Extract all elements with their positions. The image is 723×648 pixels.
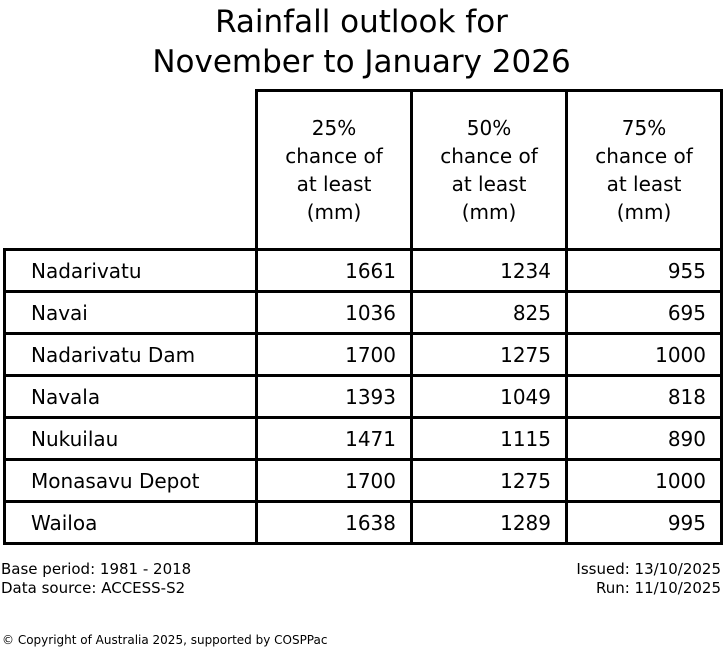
station-name: Wailoa xyxy=(3,500,258,545)
value-50pct: 825 xyxy=(410,290,568,335)
table-row: Navala 1393 1049 818 xyxy=(3,374,723,419)
value-75pct: 995 xyxy=(565,500,723,545)
footnotes: Base period: 1981 - 2018 Data source: AC… xyxy=(1,560,721,597)
value-50pct: 1234 xyxy=(410,248,568,293)
value-50pct: 1275 xyxy=(410,458,568,503)
copyright-notice: © Copyright of Australia 2025, supported… xyxy=(2,633,328,647)
station-name: Monasavu Depot xyxy=(3,458,258,503)
table-row: Monasavu Depot 1700 1275 1000 xyxy=(3,458,723,503)
col-header-75pct: 75% chance of at least (mm) xyxy=(565,89,723,251)
value-25pct: 1036 xyxy=(255,290,413,335)
table-row: Wailoa 1638 1289 995 xyxy=(3,500,723,545)
issued-date-label: Issued: 13/10/2025 xyxy=(576,560,721,578)
value-75pct: 1000 xyxy=(565,458,723,503)
value-50pct: 1275 xyxy=(410,332,568,377)
rainfall-outlook-table: 25% chance of at least (mm) 50% chance o… xyxy=(3,89,723,545)
header-row: 25% chance of at least (mm) 50% chance o… xyxy=(5,89,723,251)
value-75pct: 890 xyxy=(565,416,723,461)
value-75pct: 955 xyxy=(565,248,723,293)
value-25pct: 1393 xyxy=(255,374,413,419)
value-25pct: 1700 xyxy=(255,332,413,377)
station-name: Nukuilau xyxy=(3,416,258,461)
station-name: Navala xyxy=(3,374,258,419)
corner-cell xyxy=(5,91,257,250)
value-25pct: 1471 xyxy=(255,416,413,461)
value-25pct: 1638 xyxy=(255,500,413,545)
table-row: Nukuilau 1471 1115 890 xyxy=(3,416,723,461)
col-header-25pct: 25% chance of at least (mm) xyxy=(255,89,413,251)
value-50pct: 1115 xyxy=(410,416,568,461)
table-row: Navai 1036 825 695 xyxy=(3,290,723,335)
value-75pct: 695 xyxy=(565,290,723,335)
col-header-50pct: 50% chance of at least (mm) xyxy=(410,89,568,251)
value-75pct: 818 xyxy=(565,374,723,419)
value-50pct: 1289 xyxy=(410,500,568,545)
station-name: Nadarivatu xyxy=(3,248,258,293)
run-date-label: Run: 11/10/2025 xyxy=(595,578,721,597)
value-25pct: 1661 xyxy=(255,248,413,293)
page-title: Rainfall outlook for November to January… xyxy=(152,4,571,80)
table-row: Nadarivatu Dam 1700 1275 1000 xyxy=(3,332,723,377)
value-25pct: 1700 xyxy=(255,458,413,503)
station-name: Navai xyxy=(3,290,258,335)
value-50pct: 1049 xyxy=(410,374,568,419)
station-name: Nadarivatu Dam xyxy=(3,332,258,377)
table-row: Nadarivatu 1661 1234 955 xyxy=(3,248,723,293)
data-source-label: Data source: ACCESS-S2 xyxy=(1,578,186,597)
value-75pct: 1000 xyxy=(565,332,723,377)
base-period-label: Base period: 1981 - 2018 xyxy=(1,560,192,578)
